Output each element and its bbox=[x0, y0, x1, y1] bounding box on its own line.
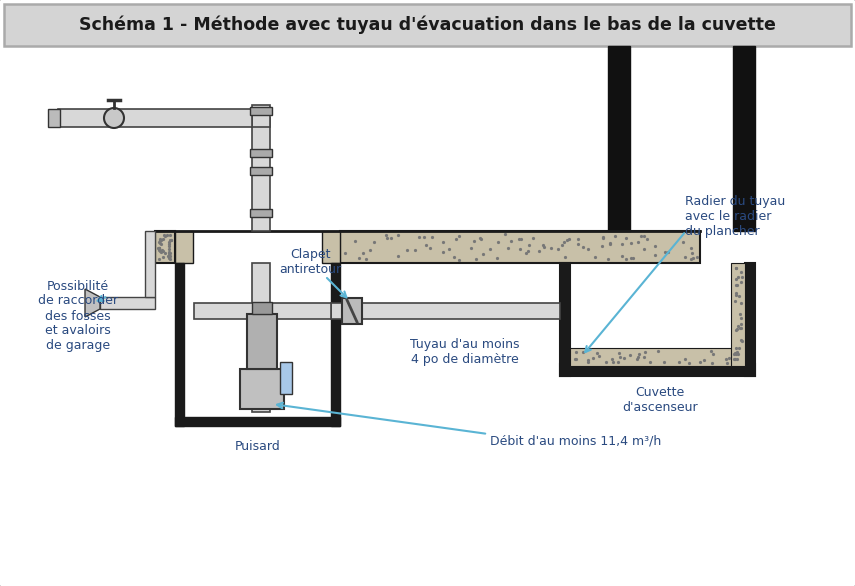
Bar bbox=[252, 263, 270, 412]
Bar bbox=[560, 364, 755, 376]
Bar bbox=[250, 149, 272, 157]
Bar bbox=[252, 302, 272, 314]
Bar bbox=[240, 369, 284, 409]
Bar bbox=[340, 231, 700, 263]
Bar bbox=[342, 298, 362, 324]
Text: Débit d'au moins 11,4 m³/h: Débit d'au moins 11,4 m³/h bbox=[490, 434, 661, 448]
Circle shape bbox=[104, 108, 124, 128]
Text: Schéma 1 - Méthode avec tuyau d'évacuation dans le bas de la cuvette: Schéma 1 - Méthode avec tuyau d'évacuati… bbox=[79, 16, 776, 34]
Bar bbox=[322, 231, 340, 263]
Bar bbox=[560, 263, 570, 376]
Text: Possibilité
de raccorder
des fosses
et avaloirs
de garage: Possibilité de raccorder des fosses et a… bbox=[38, 280, 118, 353]
Bar bbox=[252, 118, 270, 231]
Bar bbox=[48, 109, 60, 127]
Polygon shape bbox=[85, 289, 100, 317]
Bar bbox=[155, 231, 175, 263]
Bar bbox=[250, 107, 272, 115]
Bar bbox=[253, 311, 271, 349]
Bar bbox=[733, 46, 755, 231]
Bar bbox=[175, 231, 193, 263]
Bar bbox=[145, 231, 155, 297]
Bar bbox=[252, 105, 270, 127]
Bar bbox=[331, 263, 340, 426]
Bar bbox=[4, 4, 851, 46]
Text: Puisard: Puisard bbox=[235, 440, 281, 452]
Text: Clapet
antiretour: Clapet antiretour bbox=[279, 248, 341, 276]
Bar bbox=[731, 263, 745, 366]
Bar bbox=[100, 297, 155, 309]
Bar bbox=[570, 348, 745, 366]
Text: Cuvette
d'ascenseur: Cuvette d'ascenseur bbox=[622, 386, 698, 414]
Bar bbox=[250, 209, 272, 217]
Bar bbox=[745, 263, 755, 376]
Bar bbox=[194, 303, 331, 319]
Bar bbox=[175, 263, 184, 426]
Bar bbox=[175, 417, 340, 426]
Bar bbox=[608, 46, 630, 231]
Bar bbox=[280, 362, 292, 394]
Bar bbox=[250, 167, 272, 175]
Text: Tuyau d'au moins
4 po de diamètre: Tuyau d'au moins 4 po de diamètre bbox=[410, 338, 520, 366]
Bar bbox=[58, 109, 252, 127]
Bar bbox=[247, 314, 277, 369]
Text: Radier du tuyau
avec le radier
du plancher: Radier du tuyau avec le radier du planch… bbox=[685, 195, 785, 237]
Bar bbox=[331, 303, 560, 319]
